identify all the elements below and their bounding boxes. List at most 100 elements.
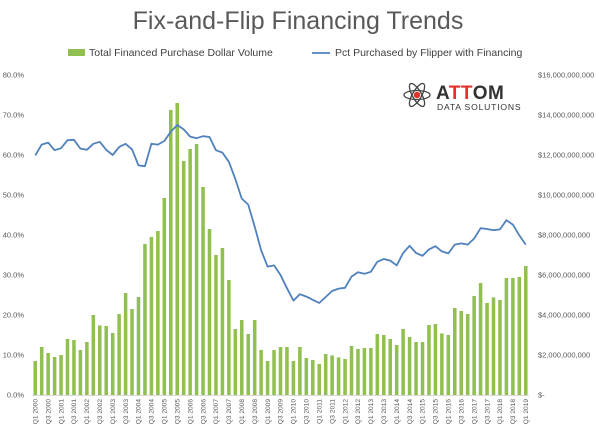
bar xyxy=(207,229,212,395)
bar xyxy=(478,283,483,395)
bar xyxy=(362,348,367,395)
bar xyxy=(349,346,354,395)
y-axis-left: 0.0% 10.0% 20.0% 30.0% 40.0% 50.0% 60.0% 70.0% 8… xyxy=(3,71,25,400)
y-right-tick-label: $14,000,000,000 xyxy=(538,111,594,120)
bar xyxy=(298,347,302,395)
bar xyxy=(343,359,347,395)
legend-swatch-bar xyxy=(68,49,85,56)
x-tick-label: Q3 2017 xyxy=(484,399,491,425)
bar xyxy=(472,296,476,395)
bar xyxy=(233,329,238,395)
bar xyxy=(156,231,160,395)
bar xyxy=(33,361,37,395)
x-tick-label: Q3 2018 xyxy=(510,399,517,425)
bar xyxy=(369,348,373,395)
y-right-tick-label: $4,000,000,000 xyxy=(538,311,590,320)
x-tick-label: Q1 2009 xyxy=(265,399,272,425)
bar xyxy=(59,355,63,395)
bar xyxy=(465,314,470,395)
x-axis: Q1 2000 Q3 2000 Q1 2001 Q3 2001 Q1 2002 Q3 20… xyxy=(32,395,530,425)
bar xyxy=(72,340,76,395)
bar xyxy=(194,144,199,395)
y-left-tick-label: 40.0% xyxy=(3,231,25,240)
x-tick-label: Q3 2002 xyxy=(97,399,104,425)
bar xyxy=(278,347,283,395)
y-left-tick-label: 70.0% xyxy=(3,111,25,120)
x-tick-label: Q1 2012 xyxy=(342,399,349,425)
bar xyxy=(78,350,83,395)
bar xyxy=(246,334,250,395)
logo-wordmark: ATTOM xyxy=(436,83,504,104)
x-tick-label: Q1 2005 xyxy=(162,399,169,425)
y-left-tick-label: 50.0% xyxy=(3,191,25,200)
x-tick-label: Q1 2016 xyxy=(446,399,453,425)
bar xyxy=(524,266,528,395)
x-tick-label: Q1 2011 xyxy=(316,399,323,424)
bar xyxy=(330,355,334,395)
bar xyxy=(181,161,186,395)
x-tick-label: Q3 2005 xyxy=(174,399,181,425)
x-tick-label: Q1 2010 xyxy=(291,399,298,425)
y-left-tick-label: 80.0% xyxy=(3,71,25,80)
bar xyxy=(39,347,44,395)
bar xyxy=(117,314,121,395)
logo-wordmark-right: OM xyxy=(473,83,505,104)
x-tick-label: Q1 2002 xyxy=(84,399,91,425)
bar xyxy=(375,334,380,395)
bar xyxy=(433,324,438,395)
bar xyxy=(453,308,457,395)
x-tick-label: Q1 2013 xyxy=(368,399,375,425)
legend-label-line: Pct Purchased by Flipper with Financing xyxy=(335,47,522,59)
x-tick-label: Q1 2017 xyxy=(471,399,478,425)
bar xyxy=(272,350,276,395)
bar xyxy=(175,103,179,395)
x-tick-label: Q3 2010 xyxy=(304,399,311,425)
x-tick-label: Q3 2012 xyxy=(355,399,362,425)
x-tick-label: Q1 2014 xyxy=(394,399,401,425)
y-right-tick-label: $10,000,000,000 xyxy=(538,191,594,200)
bar xyxy=(91,315,96,395)
bar xyxy=(459,311,463,395)
bar xyxy=(336,357,341,395)
bar xyxy=(356,349,360,395)
bar xyxy=(317,364,321,395)
bar xyxy=(491,297,496,395)
y-left-tick-label: 20.0% xyxy=(3,311,25,320)
x-tick-label: Q3 2000 xyxy=(45,399,52,425)
y-left-tick-label: 10.0% xyxy=(3,351,25,360)
x-tick-label: Q1 2004 xyxy=(136,399,143,425)
bar xyxy=(323,354,328,395)
bar xyxy=(485,303,489,395)
legend-label-bar: Total Financed Purchase Dollar Volume xyxy=(89,47,273,59)
bar xyxy=(427,325,431,395)
bar xyxy=(420,342,425,395)
logo-subtitle: DATA SOLUTIONS xyxy=(437,102,521,112)
x-tick-label: Q3 2001 xyxy=(71,399,78,425)
bar xyxy=(259,350,263,395)
bar xyxy=(401,329,405,395)
x-tick-label: Q1 2018 xyxy=(497,399,504,425)
bar xyxy=(65,339,70,395)
bar xyxy=(240,320,244,395)
x-tick-label: Q3 2008 xyxy=(252,399,259,425)
x-tick-label: Q3 2004 xyxy=(149,399,156,425)
logo-wordmark-left: A xyxy=(436,83,450,104)
bar xyxy=(517,277,522,395)
bar xyxy=(440,333,444,395)
y-right-tick-label: $2,000,000,000 xyxy=(538,351,590,360)
y-right-tick-label: $8,000,000,000 xyxy=(538,231,590,240)
bar xyxy=(169,110,173,395)
bar xyxy=(85,342,89,395)
x-tick-label: Q1 2008 xyxy=(239,399,246,425)
y-right-tick-label: $12,000,000,000 xyxy=(538,151,594,160)
bar xyxy=(130,309,134,395)
y-left-tick-label: 0.0% xyxy=(7,391,24,400)
atom-icon xyxy=(403,82,431,108)
bar xyxy=(414,342,418,395)
bar xyxy=(252,320,257,395)
bar xyxy=(46,353,50,395)
attom-logo: ATTOM DATA SOLUTIONS xyxy=(403,82,521,112)
bar xyxy=(407,337,412,395)
x-tick-label: Q1 2000 xyxy=(32,399,39,425)
